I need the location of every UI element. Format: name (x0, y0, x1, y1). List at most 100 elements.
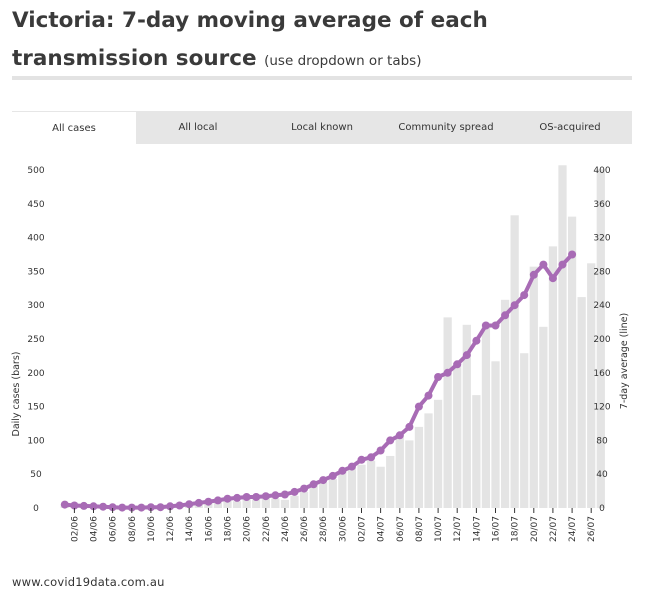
bar (271, 498, 280, 508)
bar-series (60, 165, 605, 508)
line-point (376, 446, 385, 455)
bar (405, 440, 414, 508)
tab-os-acquired[interactable]: OS-acquired (539, 122, 601, 133)
bar (433, 399, 443, 508)
line-point (166, 502, 175, 511)
right-tick-label: 240 (593, 301, 610, 311)
bar (386, 455, 395, 508)
line-point (204, 497, 213, 506)
line-point (213, 496, 222, 505)
x-tick-label: 04/06 (90, 516, 100, 542)
bar (558, 165, 567, 508)
x-tick-label: 30/06 (338, 516, 348, 542)
bar (395, 434, 404, 508)
bar (213, 502, 223, 508)
bar (319, 482, 328, 508)
line-point (367, 453, 376, 462)
title-main: Victoria: 7-day moving average of each t… (12, 8, 488, 71)
left-tick-label: 200 (27, 369, 44, 379)
line-point (146, 503, 155, 512)
footer-source: www.covid19data.com.au (12, 575, 165, 589)
tab-all-cases[interactable]: All cases (12, 111, 136, 144)
x-tick-label: 06/07 (396, 516, 406, 542)
x-tick-label: 22/07 (549, 516, 559, 542)
line-point (558, 260, 567, 269)
line-point (405, 422, 414, 431)
line-point (127, 503, 136, 512)
line-point (137, 503, 146, 512)
left-tick-label: 500 (27, 166, 44, 176)
line-point (424, 391, 433, 400)
tab-community-spread[interactable]: Community spread (398, 122, 494, 133)
left-axis: 0 50 100 150 200 250 300 350 400 450 500 (27, 166, 44, 514)
bar (481, 323, 491, 508)
x-tick-label: 04/07 (377, 516, 387, 542)
bar (366, 460, 376, 508)
bar (443, 317, 452, 508)
left-tick-label: 400 (27, 234, 44, 244)
bar (309, 485, 318, 508)
x-tick-label: 20/06 (243, 516, 253, 542)
bar (357, 464, 366, 508)
line-point (242, 493, 251, 501)
bar (548, 246, 558, 508)
x-tick-label: 26/07 (587, 516, 597, 542)
line-point (395, 431, 404, 440)
left-axis-title: Daily cases (bars) (11, 352, 22, 437)
line-point (252, 493, 261, 501)
bar (453, 363, 462, 508)
left-tick-label: 250 (27, 335, 44, 345)
bar (223, 497, 232, 508)
line-point (347, 462, 356, 471)
line-point (386, 436, 395, 445)
left-tick-label: 350 (27, 267, 44, 277)
x-tick-label: 10/07 (434, 516, 444, 542)
x-tick-label: 14/06 (185, 516, 195, 542)
bar (577, 297, 586, 508)
x-tick-label: 26/06 (300, 516, 310, 542)
tab-all-local[interactable]: All local (178, 122, 218, 133)
right-tick-label: 160 (593, 369, 610, 379)
line-point (434, 373, 443, 381)
line-point (462, 351, 471, 360)
bar (232, 501, 242, 508)
right-tick-label: 200 (593, 335, 610, 345)
x-tick-label: 12/06 (166, 516, 176, 542)
bar (596, 169, 605, 508)
right-tick-label: 360 (593, 200, 610, 210)
title-divider (12, 76, 632, 80)
x-tick-label: 02/07 (358, 516, 368, 542)
line-point (280, 490, 289, 499)
bar (290, 495, 299, 508)
line-point (108, 503, 117, 512)
left-tick-label: 300 (27, 301, 44, 311)
line-point (185, 500, 194, 509)
left-tick-label: 50 (30, 470, 42, 480)
line-point (529, 270, 538, 279)
title-subtitle: (use dropdown or tabs) (264, 53, 422, 69)
bar (510, 215, 519, 508)
right-tick-label: 120 (593, 403, 610, 413)
x-tick-label: 16/06 (204, 516, 214, 542)
chart: 0 50 100 150 200 250 300 350 400 450 500 0 40 80 120 1… (11, 165, 630, 542)
left-tick-label: 0 (33, 504, 39, 514)
page-title: Victoria: 7-day moving average of each t… (12, 2, 642, 80)
bar (328, 478, 337, 508)
right-tick-label: 0 (599, 504, 605, 514)
line-point (194, 498, 203, 507)
tab-local-known[interactable]: Local known (291, 122, 353, 133)
bar (520, 353, 529, 508)
transmission-source-tabs: All cases All local Local known Communit… (12, 111, 632, 144)
bar (462, 324, 471, 508)
x-tick-label: 14/07 (472, 516, 482, 542)
bar (338, 470, 347, 508)
x-axis: 02/06 04/06 06/06 08/06 10/06 12/06 14/06 16/06… (70, 508, 597, 542)
x-tick-label: 02/06 (70, 516, 80, 542)
x-tick-label: 18/07 (511, 516, 521, 542)
line-point (328, 471, 337, 480)
bar (500, 299, 510, 508)
line-point (233, 493, 242, 502)
right-tick-label: 40 (596, 470, 608, 480)
bar (347, 467, 357, 508)
line-point (453, 360, 462, 369)
